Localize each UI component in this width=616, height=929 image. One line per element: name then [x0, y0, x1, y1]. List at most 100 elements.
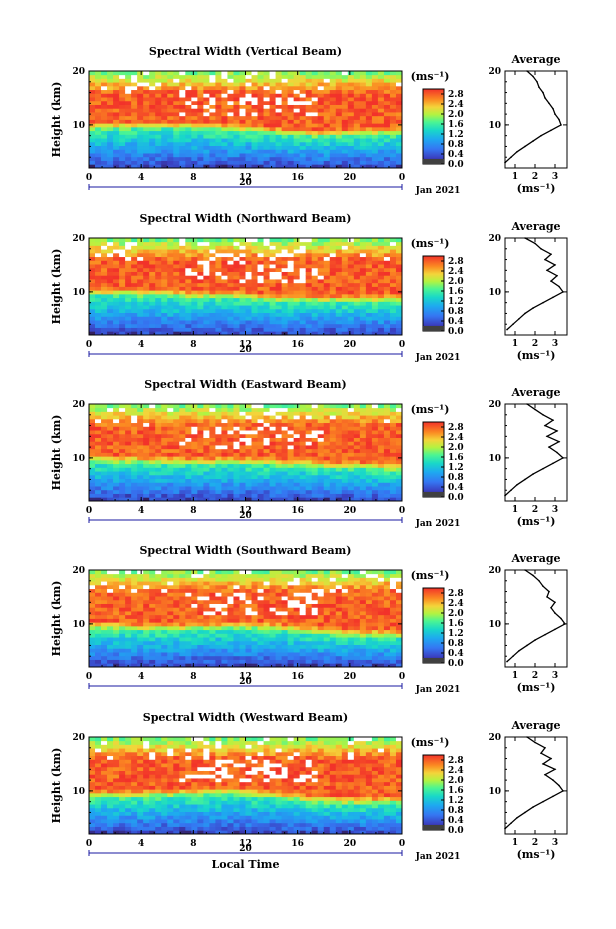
heatmap-cell — [341, 316, 349, 321]
heatmap-cell — [341, 489, 349, 494]
heatmap-cell — [131, 648, 138, 653]
heatmap-cell — [185, 149, 192, 154]
heatmap-cell — [125, 445, 132, 450]
heatmap-cell — [215, 331, 222, 336]
heatmap-cell — [377, 482, 385, 487]
heatmap-cell — [101, 422, 108, 427]
heatmap-cell — [389, 130, 397, 135]
heatmap-cell — [377, 138, 385, 143]
average-profile-point — [510, 489, 512, 492]
heatmap-cell — [131, 78, 138, 83]
heatmap-cell — [167, 581, 174, 586]
heatmap-cell — [227, 426, 234, 431]
heatmap-cell — [335, 305, 343, 310]
heatmap-cell — [173, 74, 180, 79]
heatmap-cell — [95, 104, 102, 109]
heatmap-cell — [239, 482, 246, 487]
heatmap-cell — [347, 456, 355, 461]
heatmap-cell — [173, 629, 180, 634]
heatmap-cell — [161, 156, 168, 161]
heatmap-cell — [143, 130, 150, 135]
heatmap-cell — [395, 241, 403, 246]
heatmap-cell — [155, 577, 162, 582]
heatmap-cell — [323, 164, 331, 169]
heatmap-cell — [119, 323, 126, 328]
heatmap-cell — [371, 256, 379, 261]
heatmap-cell — [275, 331, 283, 336]
heatmap-cell — [365, 145, 373, 150]
heatmap-cell — [365, 308, 373, 314]
heatmap-cell — [185, 108, 192, 113]
heatmap-cell — [299, 245, 307, 250]
heatmap-cell — [365, 301, 373, 306]
heatmap-cell — [383, 433, 391, 438]
heatmap-cell — [335, 456, 343, 461]
heatmap-cell — [149, 149, 156, 154]
heatmap-cell — [203, 115, 210, 120]
heatmap-cell — [155, 130, 162, 135]
heatmap-cell — [347, 422, 355, 427]
heatmap-cell — [203, 238, 210, 243]
heatmap-cell — [311, 82, 319, 87]
heatmap-cell — [89, 238, 96, 243]
heatmap-cell — [359, 115, 367, 120]
heatmap-cell — [305, 115, 313, 120]
heatmap-cell — [383, 297, 391, 302]
heatmap-cell — [281, 74, 289, 79]
heatmap-cell — [251, 320, 258, 325]
heatmap-cell — [377, 293, 385, 299]
heatmap-cell — [89, 433, 96, 438]
heatmap-cell — [323, 493, 331, 498]
heatmap-cell — [293, 312, 301, 317]
heatmap-cell — [191, 570, 198, 575]
heatmap-cell — [119, 331, 126, 336]
heatmap-cell — [323, 271, 331, 276]
heatmap-cell — [137, 260, 144, 265]
heatmap-cell — [185, 245, 192, 250]
heatmap-cell — [263, 411, 270, 416]
heatmap-cell — [95, 156, 102, 161]
heatmap-cell — [347, 126, 355, 132]
heatmap-cell — [137, 648, 144, 653]
heatmap-cell — [191, 275, 198, 280]
heatmap-cell — [311, 305, 319, 310]
average-title: Average — [510, 220, 560, 233]
heatmap-cell — [299, 478, 307, 483]
heatmap-cell — [95, 134, 102, 139]
heatmap-cell — [167, 160, 174, 165]
heatmap-cell — [377, 153, 385, 158]
heatmap-cell — [353, 404, 361, 409]
heatmap-cell — [107, 430, 114, 435]
heatmap-cell — [89, 286, 96, 291]
heatmap-cell — [251, 160, 258, 165]
heatmap-cell — [101, 249, 108, 254]
average-profile-point — [556, 451, 558, 454]
heatmap-cell — [185, 422, 192, 427]
heatmap-cell — [185, 415, 192, 420]
heatmap-cell — [311, 126, 319, 132]
average-profile-point — [556, 274, 558, 277]
heatmap-cell — [359, 78, 367, 83]
heatmap-cell — [269, 301, 276, 306]
heatmap-cell — [275, 316, 283, 321]
heatmap-cell — [239, 415, 246, 420]
heatmap-cell — [245, 286, 252, 291]
heatmap-cell — [155, 264, 162, 269]
heatmap-cell — [107, 570, 114, 575]
heatmap-cell — [239, 252, 246, 258]
colorbar-tick-label: 0.8 — [448, 473, 464, 483]
heatmap-cell — [329, 153, 337, 158]
heatmap-cell — [95, 570, 102, 575]
heatmap-cell — [137, 112, 144, 117]
average-x-tick-label: 2 — [532, 172, 538, 182]
heatmap-cell — [215, 474, 222, 480]
heatmap-cell — [281, 286, 289, 291]
heatmap-cell — [371, 445, 379, 450]
heatmap-cell — [389, 141, 397, 147]
heatmap-cell — [251, 445, 258, 450]
heatmap-cell — [113, 290, 120, 295]
heatmap-cell — [191, 301, 198, 306]
heatmap-cell — [107, 327, 114, 332]
heatmap-cell — [191, 327, 198, 332]
heatmap-cell — [293, 156, 301, 161]
